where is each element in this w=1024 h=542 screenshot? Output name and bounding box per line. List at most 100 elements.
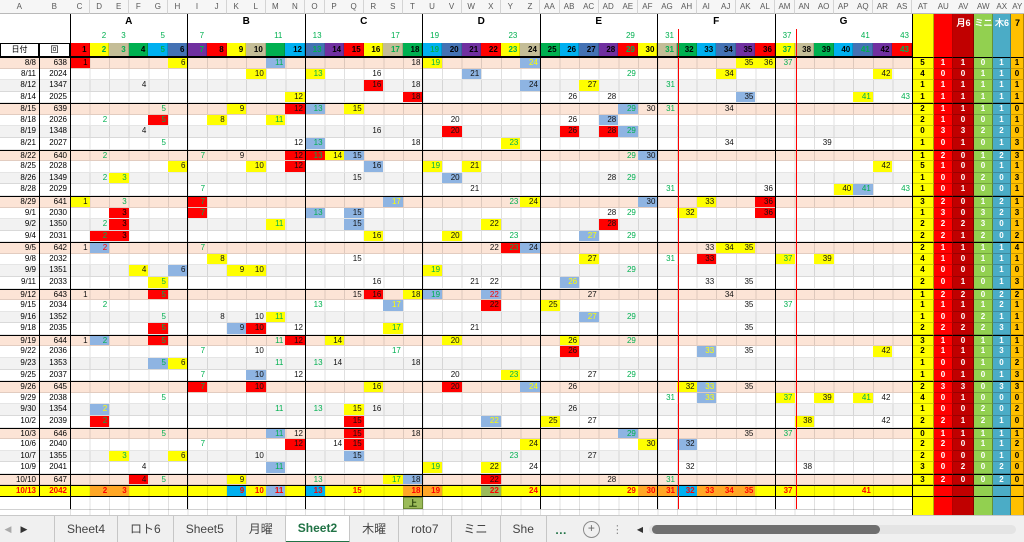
number-cell[interactable]: 23 [500, 138, 521, 149]
summary-cell[interactable]: 1 [953, 346, 974, 359]
summary-cell[interactable]: 0 [993, 219, 1011, 231]
summary-cell[interactable]: 0 [934, 404, 953, 416]
summary-cell[interactable]: 0 [953, 172, 974, 185]
column-header[interactable]: AY [1011, 0, 1024, 14]
round-cell[interactable]: 2036 [49, 346, 67, 356]
number-cell[interactable]: 20 [442, 172, 462, 184]
number-cell[interactable]: 26 [568, 404, 578, 414]
number-cell[interactable]: 15 [344, 428, 364, 439]
date-cell[interactable]: 9/8 [24, 253, 36, 263]
number-cell[interactable]: 2 [89, 486, 110, 496]
summary-cell[interactable]: 1 [1011, 219, 1024, 231]
summary-cell[interactable]: 2 [1011, 404, 1024, 416]
number-cell[interactable]: 13 [304, 104, 325, 114]
summary-cell[interactable]: 0 [974, 450, 993, 463]
summary-cell[interactable]: 1 [1011, 311, 1024, 324]
number-cell[interactable]: 11 [265, 311, 286, 323]
number-header-cell[interactable]: 20 [442, 43, 462, 57]
column-header[interactable]: AT [912, 0, 935, 14]
number-cell[interactable]: 17 [391, 346, 401, 356]
summary-cell[interactable]: 2 [934, 288, 953, 301]
summary-cell[interactable]: 3 [912, 473, 934, 486]
number-cell[interactable]: 4 [141, 462, 147, 472]
number-cell[interactable]: 15 [352, 172, 362, 182]
summary-cell[interactable]: 0 [934, 277, 953, 289]
date-cell[interactable]: 10/13 [15, 486, 36, 496]
number-cell[interactable]: 25 [539, 300, 560, 311]
summary-cell[interactable]: 1 [1011, 427, 1024, 440]
round-cell[interactable]: 1352 [49, 311, 67, 321]
number-cell[interactable]: 2 [89, 335, 110, 346]
number-cell[interactable]: 15 [344, 486, 364, 496]
number-cell[interactable]: 29 [626, 207, 636, 217]
summary-cell[interactable] [974, 485, 993, 497]
number-cell[interactable]: 15 [344, 104, 364, 114]
number-cell[interactable]: 21 [470, 184, 480, 194]
column-header[interactable]: AJ [716, 0, 737, 14]
summary-cell[interactable]: 2 [912, 242, 934, 254]
summary-cell[interactable]: 3 [953, 126, 974, 139]
column-header[interactable]: AW [974, 0, 994, 14]
summary-cell[interactable]: 5 [912, 161, 934, 173]
summary-cell[interactable]: 0 [953, 265, 974, 277]
date-cell[interactable]: 8/26 [20, 172, 36, 182]
summary-cell[interactable]: 1 [934, 427, 953, 440]
summary-cell[interactable]: 2 [1011, 288, 1024, 301]
summary-cell[interactable]: 1 [912, 80, 934, 92]
summary-cell[interactable]: 1 [953, 103, 974, 115]
round-cell[interactable]: 1353 [49, 358, 67, 368]
number-cell[interactable]: 12 [285, 439, 305, 450]
number-cell[interactable]: 7 [200, 243, 206, 253]
number-cell[interactable]: 5 [161, 392, 166, 402]
summary-cell[interactable]: 1 [953, 230, 974, 243]
round-cell[interactable]: 1355 [49, 450, 67, 460]
number-cell[interactable]: 3 [109, 230, 129, 242]
number-cell[interactable]: 28 [607, 91, 617, 101]
number-cell[interactable]: 40 [833, 184, 854, 195]
round-cell[interactable]: 2042 [49, 486, 67, 496]
summary-cell[interactable]: 1 [974, 334, 993, 347]
summary-cell[interactable]: 2 [993, 300, 1011, 312]
summary-cell[interactable]: 3 [974, 207, 993, 220]
summary-cell[interactable]: 1 [912, 300, 934, 312]
summary-cell[interactable]: 3 [1011, 277, 1024, 289]
number-cell[interactable]: 31 [666, 184, 676, 194]
number-cell[interactable]: 31 [666, 392, 676, 402]
column-header[interactable]: I [187, 0, 208, 14]
number-cell[interactable]: 11 [275, 404, 284, 414]
summary-cell[interactable]: 0 [974, 288, 993, 301]
date-cell[interactable]: 8/22 [20, 150, 36, 160]
summary-cell[interactable]: 0 [934, 172, 953, 185]
number-cell[interactable]: 2 [89, 404, 110, 415]
summary-cell[interactable]: 1 [974, 91, 993, 104]
number-cell[interactable]: 29 [626, 311, 636, 321]
number-cell[interactable]: 12 [285, 150, 305, 161]
number-header-cell[interactable]: 21 [461, 43, 482, 57]
summary-cell[interactable]: 2 [912, 450, 934, 463]
summary-cell[interactable]: 1 [974, 427, 993, 440]
number-header-cell[interactable]: 33 [696, 43, 717, 57]
number-cell[interactable]: 23 [509, 196, 519, 206]
number-cell[interactable]: 37 [783, 58, 793, 67]
column-header[interactable]: AP [833, 0, 854, 14]
number-cell[interactable]: 15 [344, 404, 364, 415]
summary-cell[interactable]: 2 [934, 323, 953, 335]
summary-cell[interactable]: 0 [934, 138, 953, 150]
number-cell[interactable]: 10 [254, 311, 264, 321]
summary-cell[interactable]: 1 [993, 114, 1011, 127]
number-cell[interactable]: 32 [677, 382, 697, 392]
summary-cell[interactable]: 1 [1011, 57, 1024, 69]
summary-cell[interactable]: 0 [953, 195, 974, 208]
summary-cell[interactable]: 1 [953, 392, 974, 405]
number-cell[interactable]: 4 [128, 474, 149, 485]
summary-cell[interactable]: 1 [993, 253, 1011, 266]
summary-cell[interactable]: 1 [934, 80, 953, 92]
round-cell[interactable]: 2031 [49, 230, 67, 240]
number-cell[interactable]: 11 [265, 462, 286, 473]
column-header[interactable]: F [128, 0, 149, 14]
summary-cell[interactable]: 0 [953, 253, 974, 266]
date-cell[interactable]: 9/29 [20, 392, 36, 402]
number-header-cell[interactable]: 35 [735, 43, 756, 57]
number-cell[interactable]: 39 [814, 392, 834, 404]
number-cell[interactable]: 42 [872, 346, 893, 358]
